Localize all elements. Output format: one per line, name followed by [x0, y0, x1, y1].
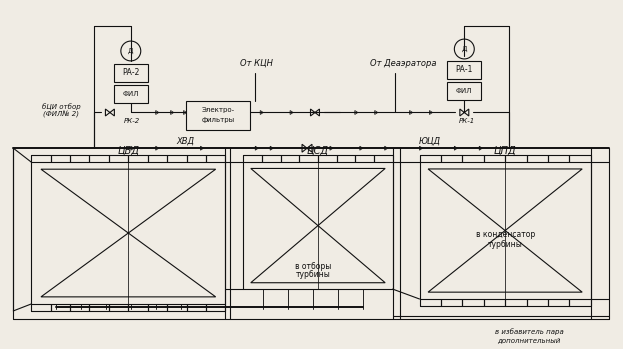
Polygon shape [360, 146, 363, 150]
Bar [447, 61, 481, 79]
Polygon shape [171, 111, 174, 114]
Text: РА-2: РА-2 [122, 68, 140, 77]
Text: дополнительный: дополнительный [497, 337, 561, 343]
Polygon shape [156, 111, 159, 114]
Text: ФИЛ: ФИЛ [123, 91, 139, 97]
Text: РА-1: РА-1 [455, 65, 473, 74]
Text: фильтры: фильтры [201, 117, 234, 124]
Text: турбины: турбины [488, 240, 523, 250]
Polygon shape [454, 146, 457, 150]
Polygon shape [330, 146, 333, 150]
Text: ЮЦД: ЮЦД [419, 136, 440, 145]
Text: Д: Д [462, 46, 467, 52]
Text: Д: Д [128, 48, 133, 54]
Bar [31, 162, 226, 304]
Text: ХВД: ХВД [176, 136, 194, 145]
Polygon shape [460, 109, 468, 116]
Polygon shape [419, 146, 422, 150]
Text: От Деаэратора: От Деаэратора [369, 59, 436, 68]
Text: в избавитель пара: в избавитель пара [495, 328, 563, 335]
Text: ФИЛ: ФИЛ [456, 88, 473, 94]
Text: в конденсатор: в конденсатор [475, 230, 535, 239]
Polygon shape [302, 144, 312, 152]
Text: (ФИЛ№ 2): (ФИЛ№ 2) [43, 111, 79, 118]
Text: РК-1: РК-1 [459, 118, 475, 124]
Polygon shape [374, 111, 378, 114]
Text: бЦИ отбор: бЦИ отбор [42, 103, 80, 110]
Polygon shape [201, 146, 204, 150]
Bar [244, 162, 392, 289]
Text: РК-2: РК-2 [124, 118, 140, 124]
Polygon shape [255, 146, 259, 150]
Circle shape [121, 41, 141, 61]
Polygon shape [290, 111, 293, 114]
Polygon shape [355, 111, 358, 114]
Bar [114, 64, 148, 82]
Text: турбины: турбины [296, 270, 330, 279]
Bar [186, 101, 250, 131]
Polygon shape [131, 146, 134, 150]
Bar [419, 162, 591, 299]
Polygon shape [479, 146, 482, 150]
Bar [447, 82, 481, 99]
Polygon shape [384, 146, 388, 150]
Polygon shape [260, 111, 263, 114]
Polygon shape [270, 146, 273, 150]
Text: ЦВД: ЦВД [117, 146, 140, 156]
Text: От КЦН: От КЦН [240, 59, 273, 68]
Polygon shape [156, 146, 159, 150]
Polygon shape [409, 111, 412, 114]
Polygon shape [429, 111, 432, 114]
Polygon shape [184, 111, 186, 114]
Text: ЦПД: ЦПД [494, 146, 516, 156]
Circle shape [454, 39, 474, 59]
Text: Электро-: Электро- [201, 106, 234, 112]
Text: в отборы: в отборы [295, 262, 331, 271]
Polygon shape [310, 109, 320, 116]
Text: ЦСД: ЦСД [307, 146, 329, 156]
Polygon shape [105, 109, 115, 116]
Bar [114, 85, 148, 103]
